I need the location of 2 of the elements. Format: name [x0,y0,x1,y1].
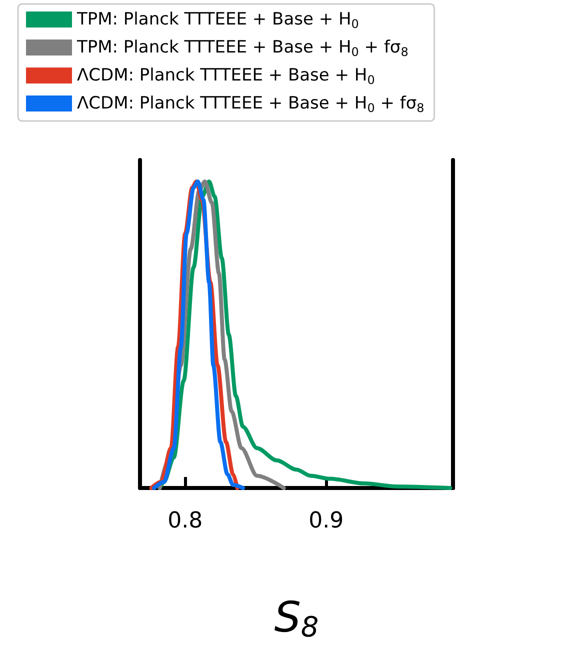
x-tick-label: 0.8 [168,508,203,534]
x-tick-label: 0.9 [308,508,344,534]
